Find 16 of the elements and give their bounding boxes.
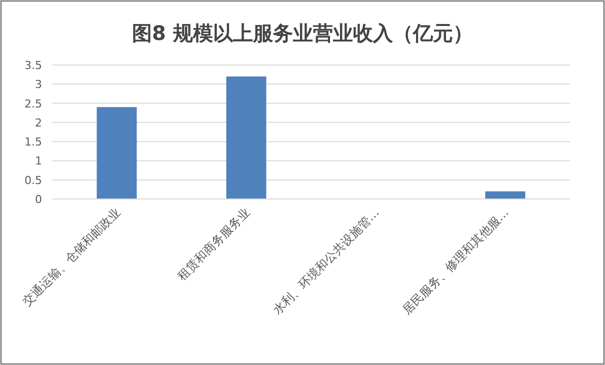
bar [96, 107, 137, 199]
y-tick-label: 1.5 [24, 136, 42, 149]
bar [485, 191, 526, 199]
y-tick-label: 3 [35, 78, 42, 92]
x-tick-label: 租赁和商务服务业 [174, 205, 252, 284]
bar [226, 76, 266, 199]
y-tick-label: 1 [35, 154, 42, 168]
y-tick-label: 0 [35, 193, 42, 206]
y-tick-label: 2.5 [24, 97, 42, 110]
x-tick-label: 水利、环境和公共设施管… [270, 205, 382, 317]
chart-title: 图8 规模以上服务业营业收入（亿元） [132, 21, 473, 45]
x-tick-label: 居民服务、修理和其他服… [400, 205, 512, 317]
y-tick-label: 0.5 [24, 174, 42, 187]
x-tick-label: 交通运输、仓储和邮政业 [20, 205, 123, 308]
y-tick-label: 2 [35, 116, 42, 130]
y-tick-label: 3.5 [24, 59, 42, 72]
